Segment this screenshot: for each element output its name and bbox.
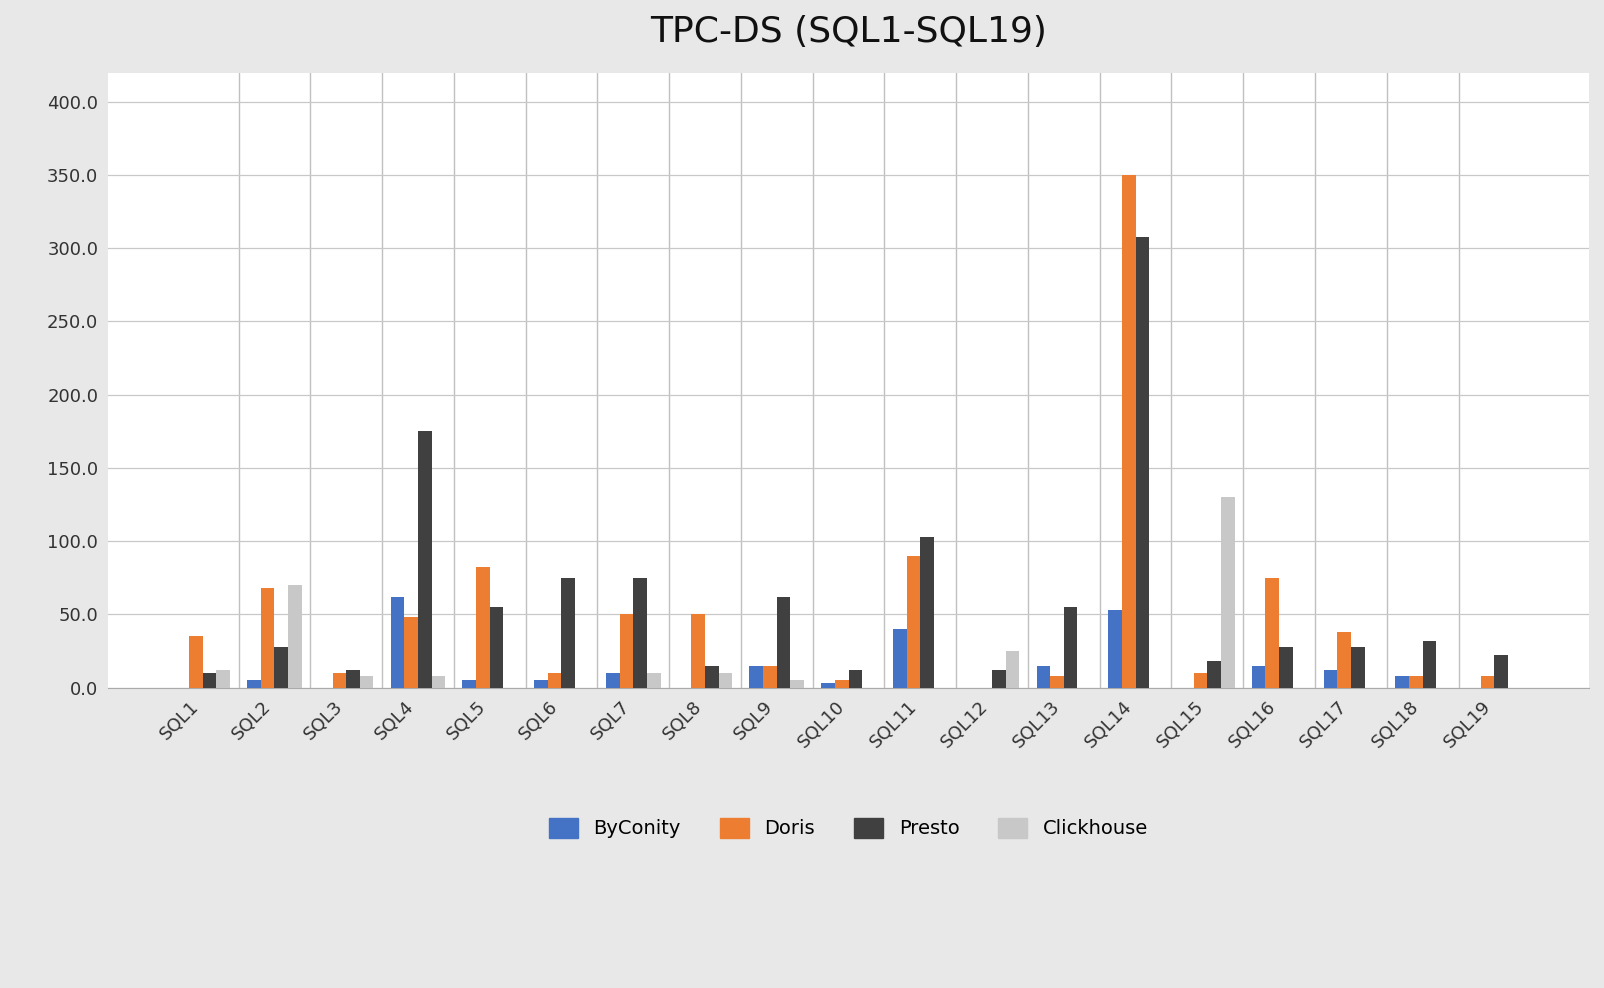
Bar (476, 567, 489, 688)
Bar (1480, 676, 1495, 688)
Bar (646, 673, 661, 688)
Bar (247, 681, 261, 688)
Bar (906, 556, 921, 688)
Bar (404, 618, 419, 688)
Bar (561, 578, 576, 688)
Bar (1006, 651, 1019, 688)
Bar (189, 636, 202, 688)
Bar (261, 588, 274, 688)
Bar (764, 666, 776, 688)
Bar (893, 629, 906, 688)
Bar (1108, 610, 1121, 688)
Bar (634, 578, 646, 688)
Bar (991, 670, 1006, 688)
Bar (791, 681, 804, 688)
Bar (1351, 646, 1365, 688)
Bar (1221, 497, 1235, 688)
Bar (821, 683, 836, 688)
Title: TPC-DS (SQL1-SQL19): TPC-DS (SQL1-SQL19) (650, 15, 1047, 49)
Bar (1121, 175, 1136, 688)
Bar (431, 676, 446, 688)
Bar (274, 646, 289, 688)
Bar (1495, 655, 1508, 688)
Bar (619, 615, 634, 688)
Bar (776, 597, 791, 688)
Bar (489, 607, 504, 688)
Legend: ByConity, Doris, Presto, Clickhouse: ByConity, Doris, Presto, Clickhouse (539, 808, 1158, 848)
Bar (921, 536, 934, 688)
Bar (691, 615, 706, 688)
Bar (1051, 676, 1063, 688)
Bar (1036, 666, 1051, 688)
Bar (391, 597, 404, 688)
Bar (419, 432, 431, 688)
Bar (1408, 676, 1423, 688)
Bar (1251, 666, 1266, 688)
Bar (1208, 661, 1221, 688)
Bar (1395, 676, 1408, 688)
Bar (1193, 673, 1208, 688)
Bar (359, 676, 374, 688)
Bar (749, 666, 764, 688)
Bar (836, 681, 849, 688)
Bar (1136, 236, 1148, 688)
Bar (1278, 646, 1293, 688)
Bar (534, 681, 549, 688)
Bar (462, 681, 476, 688)
Bar (1266, 578, 1278, 688)
Bar (549, 673, 561, 688)
Bar (202, 673, 217, 688)
Bar (719, 673, 733, 688)
Bar (849, 670, 863, 688)
Bar (1338, 632, 1351, 688)
Bar (289, 585, 302, 688)
Bar (1423, 640, 1436, 688)
Bar (346, 670, 359, 688)
Bar (606, 673, 619, 688)
Bar (332, 673, 346, 688)
Bar (1323, 670, 1338, 688)
Bar (706, 666, 719, 688)
Bar (217, 670, 229, 688)
Bar (1063, 607, 1078, 688)
